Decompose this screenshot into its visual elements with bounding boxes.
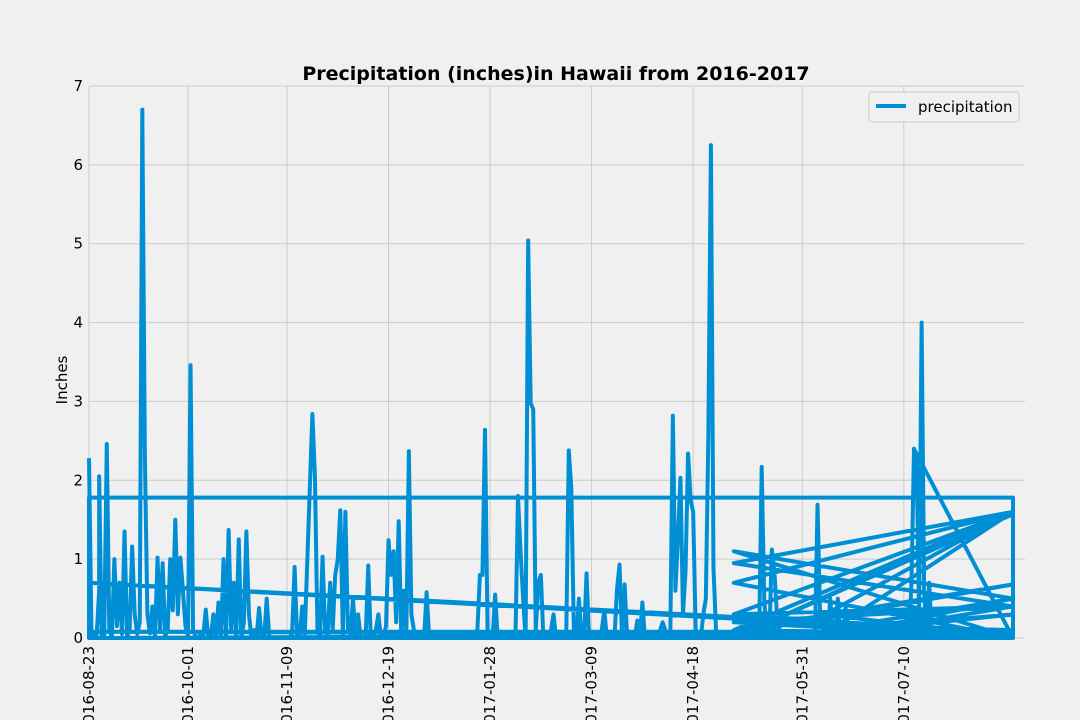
x-tick-label: 2017-03-09	[583, 646, 601, 720]
y-tick-label: 4	[73, 314, 83, 332]
x-tick-label: 2017-04-18	[684, 646, 702, 720]
x-tick-label: 2017-05-31	[793, 646, 811, 720]
legend-box	[868, 91, 1020, 123]
x-tick-label: 2016-10-01	[179, 646, 197, 720]
legend-label: precipitation	[918, 98, 1013, 116]
series-layer	[87, 107, 1015, 640]
y-axis-label: Inches	[53, 355, 71, 404]
grid-lines	[88, 85, 1025, 639]
y-tick-label: 5	[73, 235, 83, 253]
y-axis-ticks: 0 1 2 3 4 5 6 7	[73, 77, 83, 647]
x-axis-ticks: 2016-08-23 2016-10-01 2016-11-09 2016-12-19…	[80, 646, 913, 720]
x-tick-label: 2016-12-19	[380, 646, 398, 720]
y-tick-label: 6	[73, 156, 83, 174]
x-tick-label: 2016-08-23	[80, 646, 98, 720]
y-tick-label: 0	[73, 629, 83, 647]
x-tick-label: 2017-01-28	[481, 646, 499, 720]
chart-title: Precipitation (inches)in Hawaii from 201…	[302, 63, 809, 85]
y-tick-label: 3	[73, 392, 83, 410]
y-tick-label: 7	[73, 77, 83, 95]
legend: precipitation	[868, 91, 1020, 123]
y-tick-label: 2	[73, 471, 83, 489]
series-line-precipitation	[87, 107, 1015, 640]
x-tick-label: 2017-07-10	[895, 646, 913, 720]
y-tick-label: 1	[73, 550, 83, 568]
x-tick-label: 2016-11-09	[278, 646, 296, 720]
